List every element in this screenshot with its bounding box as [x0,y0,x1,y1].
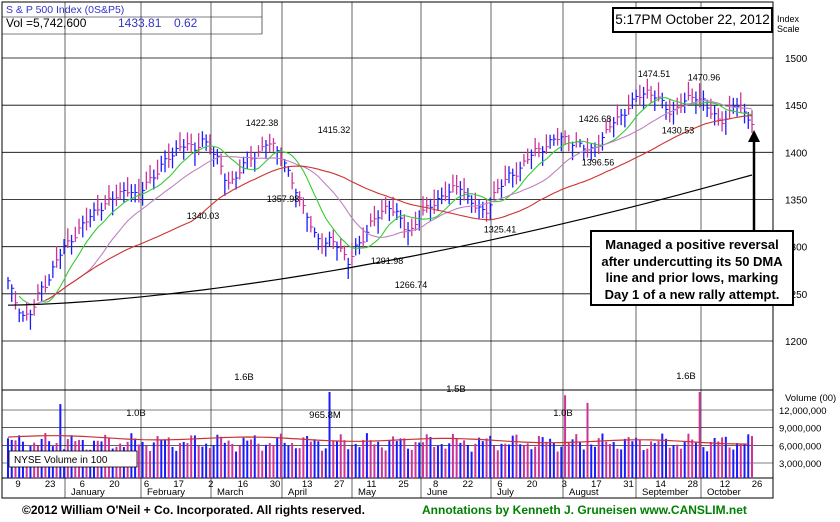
price-label: 1474.51 [638,69,671,79]
date-tick-label: 8 [433,479,438,490]
y-axis-label: Index [777,14,800,24]
volume-tick-label: 9,000,000 [779,424,821,435]
last-price: 1433.81 [118,16,162,30]
date-tick-label: 6 [144,479,149,490]
price-label: 1325.41 [484,225,517,235]
volume-tick-label: 3,000,000 [779,459,821,470]
ma-50-day-line [45,115,753,301]
month-label: January [71,487,105,498]
volume-legend-text: NYSE Volume in 100 [14,455,108,466]
timestamp-box: 5:17PM October 22, 2012 [612,7,773,33]
month-label: June [427,487,448,498]
volume-label: 1.6B [676,371,696,382]
date-tick-label: 30 [270,479,281,490]
volume-tick-label: 6,000,000 [779,441,821,452]
volume-label: 965.8M [309,410,341,421]
date-tick-label: 22 [463,479,474,490]
volume-axis-label: Volume (00) [785,393,836,404]
month-label: March [217,487,243,498]
price-label: 1426.68 [579,114,612,124]
copyright-text: ©2012 William O'Neil + Co. Incorporated.… [22,503,365,517]
price-tick-label: 1300 [785,243,808,254]
date-tick-label: 27 [334,479,345,490]
price-change: 0.62 [174,16,198,30]
month-label: October [707,487,741,498]
volume-ma-line [7,435,749,445]
price-label: 1430.53 [662,126,695,136]
date-tick-label: 23 [45,479,56,490]
date-axis-frame [1,477,774,499]
month-label: April [288,487,307,498]
annotation-line-1: Managed a positive reversal [605,237,779,252]
date-tick-label: 13 [302,479,313,490]
date-tick-label: 16 [238,479,249,490]
price-tick-label: 1350 [785,196,808,207]
month-label: July [497,487,514,498]
vol-label: Vol =5,742,600 [6,16,87,30]
month-label: May [358,487,376,498]
timestamp-text: 5:17PM October 22, 2012 [615,12,770,27]
date-tick-label: 2 [208,479,213,490]
date-tick-label: 26 [752,479,763,490]
annotation-line-3: line and prior lows, marking [605,270,779,285]
date-tick-label: 17 [591,479,602,490]
credit-text: Annotations by Kenneth J. Gruneisen www.… [422,503,747,517]
date-tick-label: 6 [80,479,85,490]
date-tick-label: 6 [497,479,502,490]
date-tick-label: 9 [15,479,20,490]
ma-200-day-line [7,174,753,306]
volume-tick-label: 12,000,000 [779,406,827,417]
volume-legend-box [8,450,138,468]
month-label: August [569,487,599,498]
y-axis-label: Scale [777,24,800,34]
date-tick-label: 14 [655,479,666,490]
date-tick-label: 3 [562,479,567,490]
price-label: 1470.96 [688,72,721,82]
price-label: 1340.03 [187,211,220,221]
volume-label: 1.0B [126,408,146,419]
volume-label: 1.0B [553,408,573,419]
annotation-line-4: Day 1 of a new rally attempt. [604,286,780,302]
volume-label: 1.5B [446,384,466,395]
price-tick-label: 1500 [785,54,808,65]
date-tick-label: 20 [109,479,120,490]
month-label: September [642,487,688,498]
price-label: 1291.98 [371,256,404,266]
annotation-arrowhead [748,130,760,142]
price-label: 1396.56 [582,158,615,168]
date-tick-label: 31 [623,479,634,490]
date-tick-label: 11 [366,479,376,490]
price-label: 1357.98 [267,194,300,204]
annotation-box: Managed a positive reversal after underc… [590,230,794,306]
date-tick-label: 12 [720,479,731,490]
price-tick-label: 1200 [785,337,808,348]
date-tick-label: 28 [687,479,698,490]
volume-label: 1.6B [234,372,254,383]
price-tick-label: 1450 [785,101,808,112]
date-tick-label: 17 [173,479,184,490]
month-label: February [147,487,185,498]
annotation-line-2: after undercutting its 50 DMA [601,253,783,269]
price-label: 1415.32 [318,125,351,135]
ma-10-day-line [18,97,753,306]
price-label: 1266.74 [395,280,428,290]
price-tick-label: 1250 [785,290,808,301]
price-label: 1422.38 [246,118,279,128]
date-tick-label: 20 [527,479,538,490]
chart-title: S & P 500 Index (0S&P5) [6,4,124,16]
date-tick-label: 25 [398,479,409,490]
price-tick-label: 1400 [785,148,808,159]
ma-21-day-line [26,100,753,306]
